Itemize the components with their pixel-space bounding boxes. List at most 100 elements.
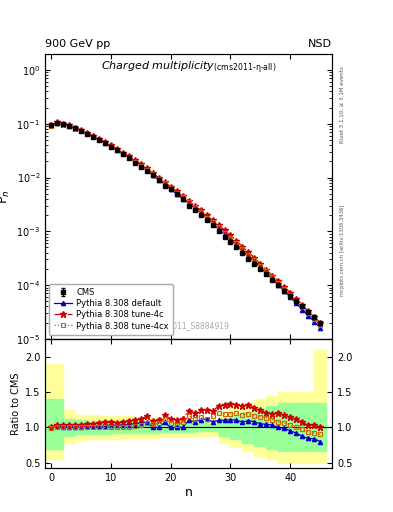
- Pythia 8.308 default: [174, 190, 179, 197]
- Pythia 8.308 tune-4cx: [174, 190, 179, 196]
- Pythia 8.308 default: [138, 162, 143, 168]
- Pythia 8.308 tune-4cx: [132, 159, 137, 165]
- Pythia 8.308 tune-4cx: [103, 140, 107, 146]
- Pythia 8.308 tune-4cx: [258, 263, 263, 269]
- Pythia 8.308 tune-4cx: [306, 310, 310, 316]
- Pythia 8.308 tune-4c: [204, 212, 209, 218]
- Pythia 8.308 tune-4c: [115, 146, 119, 152]
- Pythia 8.308 default: [151, 172, 155, 178]
- Text: CMS_2011_S8884919: CMS_2011_S8884919: [148, 322, 230, 330]
- Pythia 8.308 tune-4cx: [145, 167, 149, 173]
- Pythia 8.308 default: [246, 253, 251, 260]
- Pythia 8.308 tune-4cx: [61, 121, 66, 127]
- Pythia 8.308 default: [300, 307, 305, 313]
- Pythia 8.308 default: [115, 146, 119, 153]
- Text: mcplots.cern.ch [arXiv:1306.3436]: mcplots.cern.ch [arXiv:1306.3436]: [340, 205, 345, 296]
- Pythia 8.308 default: [204, 215, 209, 221]
- Pythia 8.308 tune-4c: [252, 255, 257, 261]
- Pythia 8.308 tune-4c: [127, 153, 131, 159]
- Pythia 8.308 tune-4cx: [121, 151, 125, 157]
- Pythia 8.308 tune-4cx: [97, 137, 101, 143]
- Pythia 8.308 tune-4cx: [84, 131, 89, 137]
- Pythia 8.308 tune-4c: [282, 284, 286, 290]
- Pythia 8.308 tune-4c: [91, 133, 95, 139]
- Pythia 8.308 tune-4c: [264, 267, 269, 273]
- Pythia 8.308 tune-4c: [312, 313, 316, 319]
- Pythia 8.308 tune-4cx: [318, 322, 323, 328]
- Pythia 8.308 default: [240, 248, 245, 254]
- Pythia 8.308 default: [276, 282, 281, 288]
- Pythia 8.308 tune-4c: [294, 295, 299, 302]
- Pythia 8.308 tune-4c: [186, 198, 191, 204]
- Pythia 8.308 tune-4c: [55, 119, 59, 125]
- Pythia 8.308 default: [108, 143, 113, 150]
- Pythia 8.308 tune-4c: [121, 150, 125, 156]
- Pythia 8.308 tune-4cx: [198, 209, 203, 215]
- Pythia 8.308 default: [97, 136, 101, 142]
- Pythia 8.308 default: [294, 300, 299, 306]
- Pythia 8.308 default: [234, 242, 239, 248]
- Pythia 8.308 tune-4c: [180, 193, 185, 199]
- Pythia 8.308 tune-4c: [270, 272, 275, 279]
- Pythia 8.308 tune-4cx: [162, 180, 167, 186]
- Pythia 8.308 default: [67, 122, 72, 129]
- Pythia 8.308 tune-4c: [216, 222, 221, 228]
- Pythia 8.308 tune-4cx: [294, 298, 299, 304]
- Pythia 8.308 default: [288, 294, 293, 300]
- Pythia 8.308 tune-4c: [67, 122, 72, 128]
- Pythia 8.308 tune-4cx: [228, 235, 233, 241]
- Pythia 8.308 default: [91, 134, 95, 140]
- Pythia 8.308 default: [156, 177, 161, 183]
- Pythia 8.308 default: [192, 205, 197, 211]
- Pythia 8.308 tune-4c: [228, 232, 233, 239]
- Pythia 8.308 tune-4cx: [180, 194, 185, 200]
- Pythia 8.308 default: [312, 318, 316, 325]
- Pythia 8.308 tune-4cx: [252, 257, 257, 263]
- Pythia 8.308 tune-4c: [162, 179, 167, 185]
- Pythia 8.308 tune-4cx: [127, 155, 131, 161]
- Pythia 8.308 tune-4c: [258, 261, 263, 267]
- Pythia 8.308 default: [252, 259, 257, 265]
- Pythia 8.308 default: [162, 181, 167, 187]
- Text: Rivet 3.1.10, ≥ 3.1M events: Rivet 3.1.10, ≥ 3.1M events: [340, 67, 345, 143]
- Pythia 8.308 default: [264, 270, 269, 276]
- Pythia 8.308 tune-4cx: [115, 147, 119, 154]
- Pythia 8.308 default: [270, 276, 275, 282]
- Pythia 8.308 tune-4c: [198, 207, 203, 213]
- Pythia 8.308 tune-4cx: [186, 199, 191, 205]
- Pythia 8.308 default: [168, 186, 173, 193]
- Line: Pythia 8.308 tune-4c: Pythia 8.308 tune-4c: [48, 119, 323, 326]
- Pythia 8.308 default: [121, 151, 125, 157]
- Pythia 8.308 tune-4cx: [79, 127, 83, 134]
- Pythia 8.308 default: [318, 325, 323, 331]
- Pythia 8.308 default: [55, 120, 59, 126]
- Y-axis label: Ratio to CMS: Ratio to CMS: [11, 372, 21, 435]
- Pythia 8.308 tune-4cx: [151, 171, 155, 177]
- Pythia 8.308 tune-4c: [222, 227, 227, 233]
- Pythia 8.308 default: [73, 125, 77, 131]
- Pythia 8.308 tune-4cx: [91, 134, 95, 140]
- Line: Pythia 8.308 default: Pythia 8.308 default: [49, 121, 322, 330]
- Pythia 8.308 tune-4c: [84, 130, 89, 136]
- Pythia 8.308 tune-4c: [318, 319, 323, 326]
- Pythia 8.308 tune-4cx: [240, 246, 245, 252]
- Pythia 8.308 default: [79, 127, 83, 134]
- Pythia 8.308 default: [186, 200, 191, 206]
- Pythia 8.308 tune-4c: [138, 161, 143, 167]
- Legend: CMS, Pythia 8.308 default, Pythia 8.308 tune-4c, Pythia 8.308 tune-4cx: CMS, Pythia 8.308 default, Pythia 8.308 …: [50, 284, 173, 335]
- Y-axis label: P$_n$: P$_n$: [0, 189, 12, 204]
- Text: Charged multiplicity$_{\mathsf{(cms2011\text{-}\eta\text{-}all)}}$: Charged multiplicity$_{\mathsf{(cms2011\…: [101, 59, 276, 76]
- Pythia 8.308 default: [103, 140, 107, 146]
- Pythia 8.308 default: [127, 154, 131, 160]
- Pythia 8.308 default: [132, 158, 137, 164]
- Pythia 8.308 tune-4cx: [246, 251, 251, 258]
- Pythia 8.308 tune-4c: [288, 290, 293, 296]
- Pythia 8.308 tune-4cx: [55, 120, 59, 126]
- Pythia 8.308 tune-4cx: [234, 240, 239, 246]
- Pythia 8.308 tune-4c: [156, 175, 161, 181]
- Pythia 8.308 tune-4c: [192, 203, 197, 209]
- Pythia 8.308 tune-4c: [103, 139, 107, 145]
- Pythia 8.308 default: [84, 131, 89, 137]
- Pythia 8.308 tune-4cx: [108, 144, 113, 150]
- Pythia 8.308 tune-4c: [132, 157, 137, 163]
